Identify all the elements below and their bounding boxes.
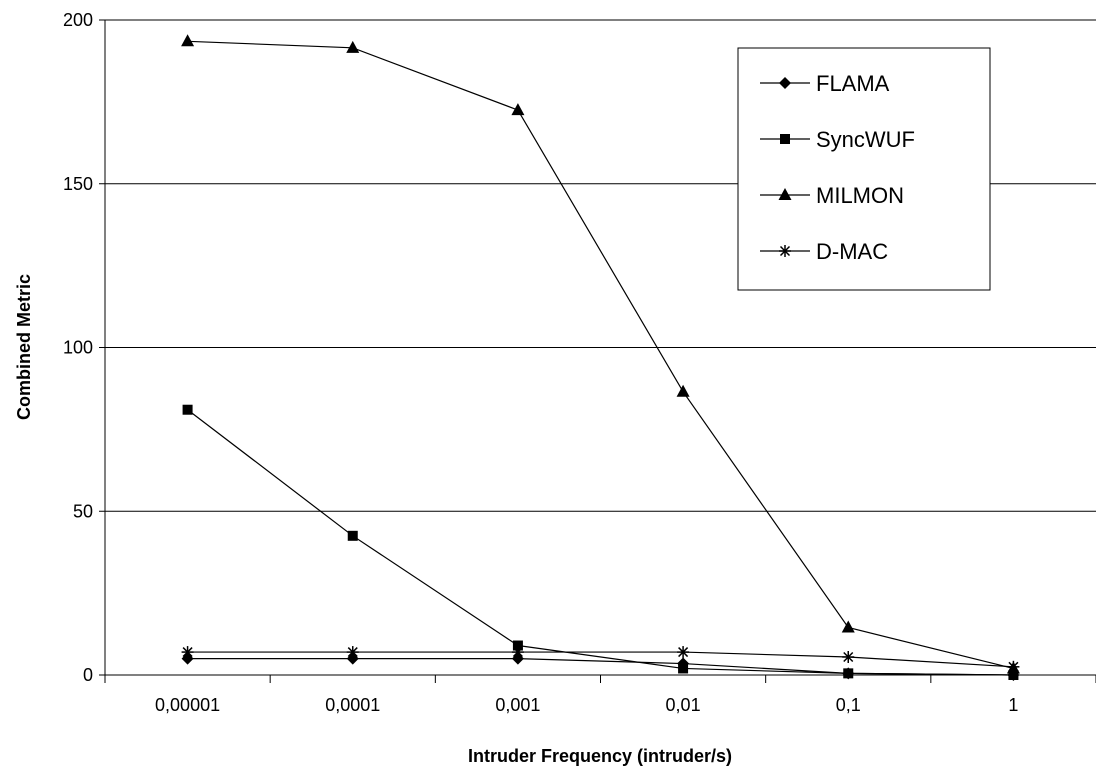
- axes: [99, 19, 1096, 683]
- y-tick-label: 200: [63, 10, 93, 30]
- legend-label: SyncWUF: [816, 127, 915, 152]
- asterisk-stroke: [779, 245, 791, 257]
- data-point-syncwuf: [512, 640, 523, 651]
- data-point-milmon: [841, 620, 855, 633]
- y-tick-label: 150: [63, 174, 93, 194]
- data-point-d-mac: [677, 646, 690, 659]
- x-axis-title: Intruder Frequency (intruder/s): [468, 746, 732, 766]
- asterisk-stroke: [1008, 661, 1019, 672]
- x-tick-label: 0,01: [666, 695, 701, 715]
- legend-marker-syncwuf: [780, 134, 790, 144]
- series-line-d-mac: [187, 651, 1014, 668]
- data-series: [181, 34, 1020, 681]
- data-point-syncwuf: [1008, 670, 1019, 680]
- series-line-milmon: [187, 40, 1014, 670]
- legend-marker-d-mac: [779, 245, 791, 257]
- data-point-syncwuf: [182, 404, 193, 415]
- data-point-milmon: [181, 34, 195, 47]
- y-axis-title: Combined Metric: [14, 274, 34, 420]
- legend-label: D-MAC: [816, 239, 888, 264]
- y-tick-label: 50: [73, 501, 93, 521]
- legend-box: [737, 47, 991, 291]
- legend-marker-milmon: [778, 188, 792, 200]
- legend-item-d-mac: D-MAC: [760, 239, 888, 264]
- asterisk-stroke: [512, 647, 523, 658]
- tick-labels: 0 50 100 150 200 0,00001 0,0001 0,001 0,01 0,1 1: [63, 10, 1018, 715]
- data-point-milmon: [346, 40, 360, 53]
- data-point-d-mac: [181, 646, 194, 659]
- data-point-d-mac: [842, 650, 855, 663]
- grid-lines: [105, 19, 1096, 512]
- data-point-syncwuf: [678, 663, 689, 674]
- legend-item-milmon: MILMON: [760, 183, 904, 208]
- legend-label: FLAMA: [816, 71, 890, 96]
- legend-item-syncwuf: SyncWUF: [760, 127, 915, 152]
- x-tick-label: 0,001: [495, 695, 540, 715]
- data-point-d-mac: [346, 646, 359, 659]
- data-point-syncwuf: [843, 668, 854, 679]
- legend-label: MILMON: [816, 183, 904, 208]
- x-tick-label: 0,1: [836, 695, 861, 715]
- legend-marker-flama: [779, 77, 791, 89]
- data-point-milmon: [511, 103, 525, 116]
- data-point-d-mac: [1007, 660, 1020, 673]
- x-tick-label: 1: [1008, 695, 1018, 715]
- data-point-milmon: [676, 384, 690, 397]
- legend: FLAMA SyncWUF MILMON D-MAC: [737, 47, 991, 291]
- asterisk-stroke: [678, 647, 689, 658]
- series-syncwuf: [182, 404, 1019, 680]
- asterisk-stroke: [347, 647, 358, 658]
- x-tick-label: 0,0001: [325, 695, 380, 715]
- asterisk-stroke: [843, 651, 854, 663]
- series-line-syncwuf: [187, 409, 1014, 676]
- y-tick-label: 100: [63, 338, 93, 358]
- x-tick-label: 0,00001: [155, 695, 220, 715]
- data-point-d-mac: [511, 646, 524, 659]
- y-tick-label: 0: [83, 665, 93, 685]
- series-line-flama: [187, 658, 1014, 676]
- series-d-mac: [181, 646, 1020, 673]
- asterisk-stroke: [182, 647, 193, 658]
- data-point-syncwuf: [347, 530, 358, 541]
- legend-item-flama: FLAMA: [760, 71, 890, 96]
